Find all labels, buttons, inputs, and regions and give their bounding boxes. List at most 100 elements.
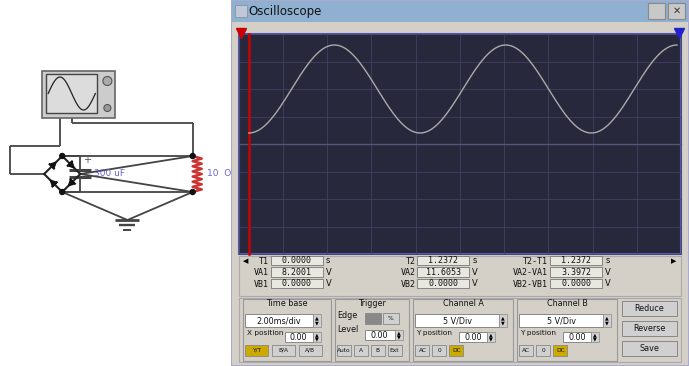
Text: s: s <box>473 256 477 265</box>
Text: VA2-VA1: VA2-VA1 <box>513 268 548 277</box>
Bar <box>387 345 402 356</box>
Text: 0.00: 0.00 <box>371 330 389 340</box>
Text: T2: T2 <box>406 257 415 266</box>
Text: 11.6053: 11.6053 <box>426 268 461 277</box>
Bar <box>418 279 469 288</box>
Bar <box>271 345 295 356</box>
Circle shape <box>190 190 195 194</box>
Bar <box>313 332 320 342</box>
Bar <box>395 330 402 340</box>
Text: 0.0000: 0.0000 <box>429 279 458 288</box>
Bar <box>364 313 380 324</box>
Bar <box>239 34 681 254</box>
Bar <box>239 256 681 267</box>
Text: ▼: ▼ <box>593 336 597 341</box>
Bar <box>622 341 677 356</box>
Text: DC: DC <box>556 348 564 353</box>
Text: 300 uF: 300 uF <box>94 168 125 178</box>
Text: 0.0000: 0.0000 <box>282 279 311 288</box>
Bar <box>42 71 116 118</box>
Text: Level: Level <box>338 325 359 334</box>
Bar <box>239 256 681 296</box>
Bar <box>433 345 446 356</box>
Bar <box>622 301 677 316</box>
Bar <box>563 332 591 342</box>
Bar <box>517 299 617 361</box>
Bar <box>415 314 500 327</box>
Text: ▲: ▲ <box>593 332 597 337</box>
Bar <box>449 345 464 356</box>
Text: Oscilloscope: Oscilloscope <box>249 4 322 18</box>
Text: ▼: ▼ <box>315 336 318 341</box>
Bar <box>382 313 398 324</box>
Text: 0.00: 0.00 <box>290 332 307 341</box>
Bar <box>271 256 322 265</box>
Text: Time base: Time base <box>266 299 307 309</box>
Bar <box>667 256 681 267</box>
Bar <box>313 314 320 327</box>
Bar <box>239 298 681 362</box>
Polygon shape <box>68 161 74 168</box>
Text: 0.00: 0.00 <box>568 332 586 341</box>
Text: Channel B: Channel B <box>547 299 588 309</box>
Text: 0.00: 0.00 <box>464 332 482 341</box>
Text: Y position: Y position <box>416 330 453 336</box>
Bar <box>418 256 469 265</box>
Bar <box>536 345 551 356</box>
Bar <box>285 332 313 342</box>
Bar <box>364 330 395 340</box>
Bar <box>371 345 384 356</box>
Text: V: V <box>473 268 478 277</box>
Circle shape <box>190 153 195 158</box>
Bar <box>46 74 97 113</box>
Text: ▲: ▲ <box>502 315 505 320</box>
Text: V: V <box>605 279 611 288</box>
Bar <box>648 3 665 19</box>
Text: ▼: ▼ <box>489 336 493 341</box>
Text: 0: 0 <box>542 348 545 353</box>
Bar <box>271 279 322 288</box>
Bar <box>243 299 331 361</box>
Text: 5 V/Div: 5 V/Div <box>443 316 472 325</box>
Text: s: s <box>326 256 330 265</box>
Text: V: V <box>326 268 331 277</box>
Circle shape <box>103 76 112 86</box>
Text: AC: AC <box>522 348 531 353</box>
Text: VB1: VB1 <box>254 280 269 289</box>
Bar <box>271 268 322 277</box>
Text: VB2: VB2 <box>400 280 415 289</box>
Bar <box>337 345 351 356</box>
Text: ◀: ◀ <box>243 258 249 265</box>
Bar <box>553 345 567 356</box>
Bar <box>299 345 322 356</box>
Text: Edge: Edge <box>338 311 358 320</box>
Text: B/A: B/A <box>278 348 288 353</box>
Text: VB2-VB1: VB2-VB1 <box>513 280 548 289</box>
Bar <box>520 314 603 327</box>
Bar <box>591 332 599 342</box>
Bar <box>622 321 677 336</box>
Polygon shape <box>68 179 75 186</box>
Bar <box>551 256 602 265</box>
Text: T1: T1 <box>259 257 269 266</box>
Bar <box>551 279 602 288</box>
Text: V: V <box>473 279 478 288</box>
Text: ▼: ▼ <box>605 321 609 326</box>
Text: VA1: VA1 <box>254 268 269 277</box>
Text: VA2: VA2 <box>400 268 415 277</box>
Bar <box>487 332 495 342</box>
Bar <box>413 299 513 361</box>
Text: +: + <box>83 155 92 165</box>
Text: Y position: Y position <box>520 330 556 336</box>
Circle shape <box>104 105 111 112</box>
Text: DC: DC <box>452 348 461 353</box>
Bar <box>245 345 268 356</box>
Text: V: V <box>326 279 331 288</box>
Text: 1.2372: 1.2372 <box>562 256 591 265</box>
Text: 10  Ohm: 10 Ohm <box>207 169 245 179</box>
Text: 0.0000: 0.0000 <box>562 279 591 288</box>
Bar <box>353 345 367 356</box>
Text: 0: 0 <box>438 348 442 353</box>
Text: ▶: ▶ <box>671 258 677 265</box>
Bar <box>603 314 611 327</box>
